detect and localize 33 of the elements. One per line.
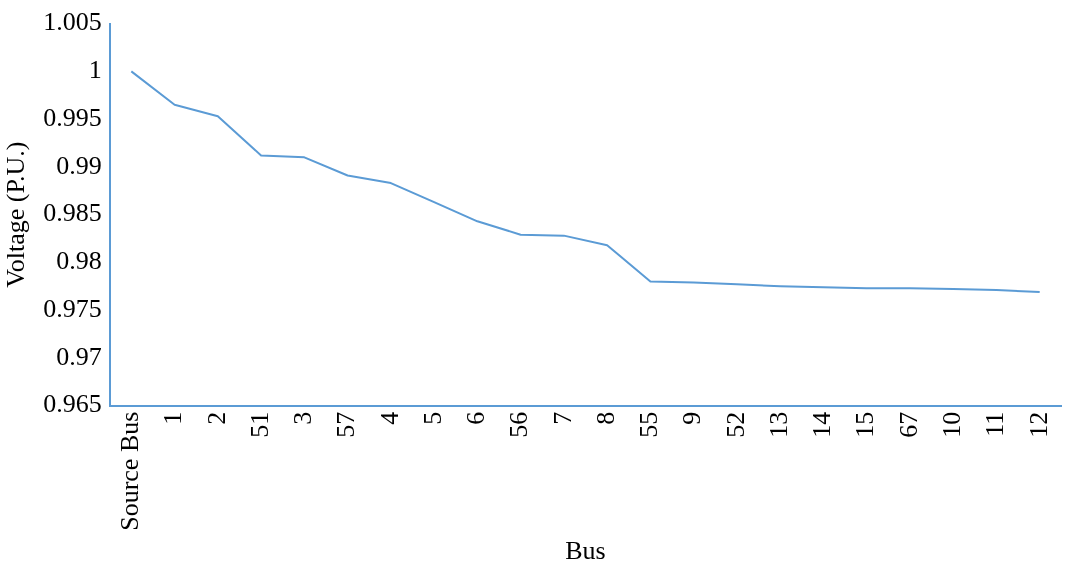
x-tick-label: 9 <box>677 411 707 425</box>
x-tick-label: Source Bus <box>115 411 145 531</box>
y-tick-label: 0.98 <box>56 246 102 276</box>
x-tick-label: 4 <box>374 411 404 425</box>
x-tick-label: 6 <box>461 411 491 425</box>
x-tick-label: 7 <box>547 411 577 425</box>
y-axis-title: Voltage (P.U.) <box>1 141 31 288</box>
x-tick-label: 52 <box>720 411 750 438</box>
y-tick-label: 1 <box>88 55 102 85</box>
x-tick-label: 57 <box>331 411 361 438</box>
x-tick-label: 2 <box>201 411 231 425</box>
x-tick-label: 5 <box>417 411 447 425</box>
x-tick-label: 51 <box>244 411 274 438</box>
x-tick-label: 55 <box>634 411 664 438</box>
x-tick-label: 3 <box>288 411 318 425</box>
y-tick-label: 0.985 <box>43 198 102 228</box>
x-tick-label: 67 <box>893 411 923 438</box>
x-tick-label: 14 <box>807 411 837 438</box>
x-tick-label: 13 <box>763 411 793 438</box>
x-tick-label: 8 <box>590 411 620 425</box>
x-tick-label: 10 <box>937 411 966 438</box>
x-tick-label: 15 <box>850 411 880 438</box>
y-tick-label: 0.97 <box>56 341 102 371</box>
x-tick-label: 12 <box>1023 411 1053 438</box>
x-tick-label: 11 <box>980 411 1010 437</box>
y-tick-label: 0.995 <box>43 102 102 132</box>
x-axis-title: Bus <box>565 536 606 566</box>
y-tick-label: 0.99 <box>56 150 102 180</box>
x-tick-label: 1 <box>158 411 188 425</box>
y-tick-label: 0.975 <box>43 293 102 323</box>
y-tick-label: 1.005 <box>43 7 102 37</box>
x-tick-label: 56 <box>504 411 534 438</box>
y-tick-label: 0.965 <box>43 389 102 419</box>
